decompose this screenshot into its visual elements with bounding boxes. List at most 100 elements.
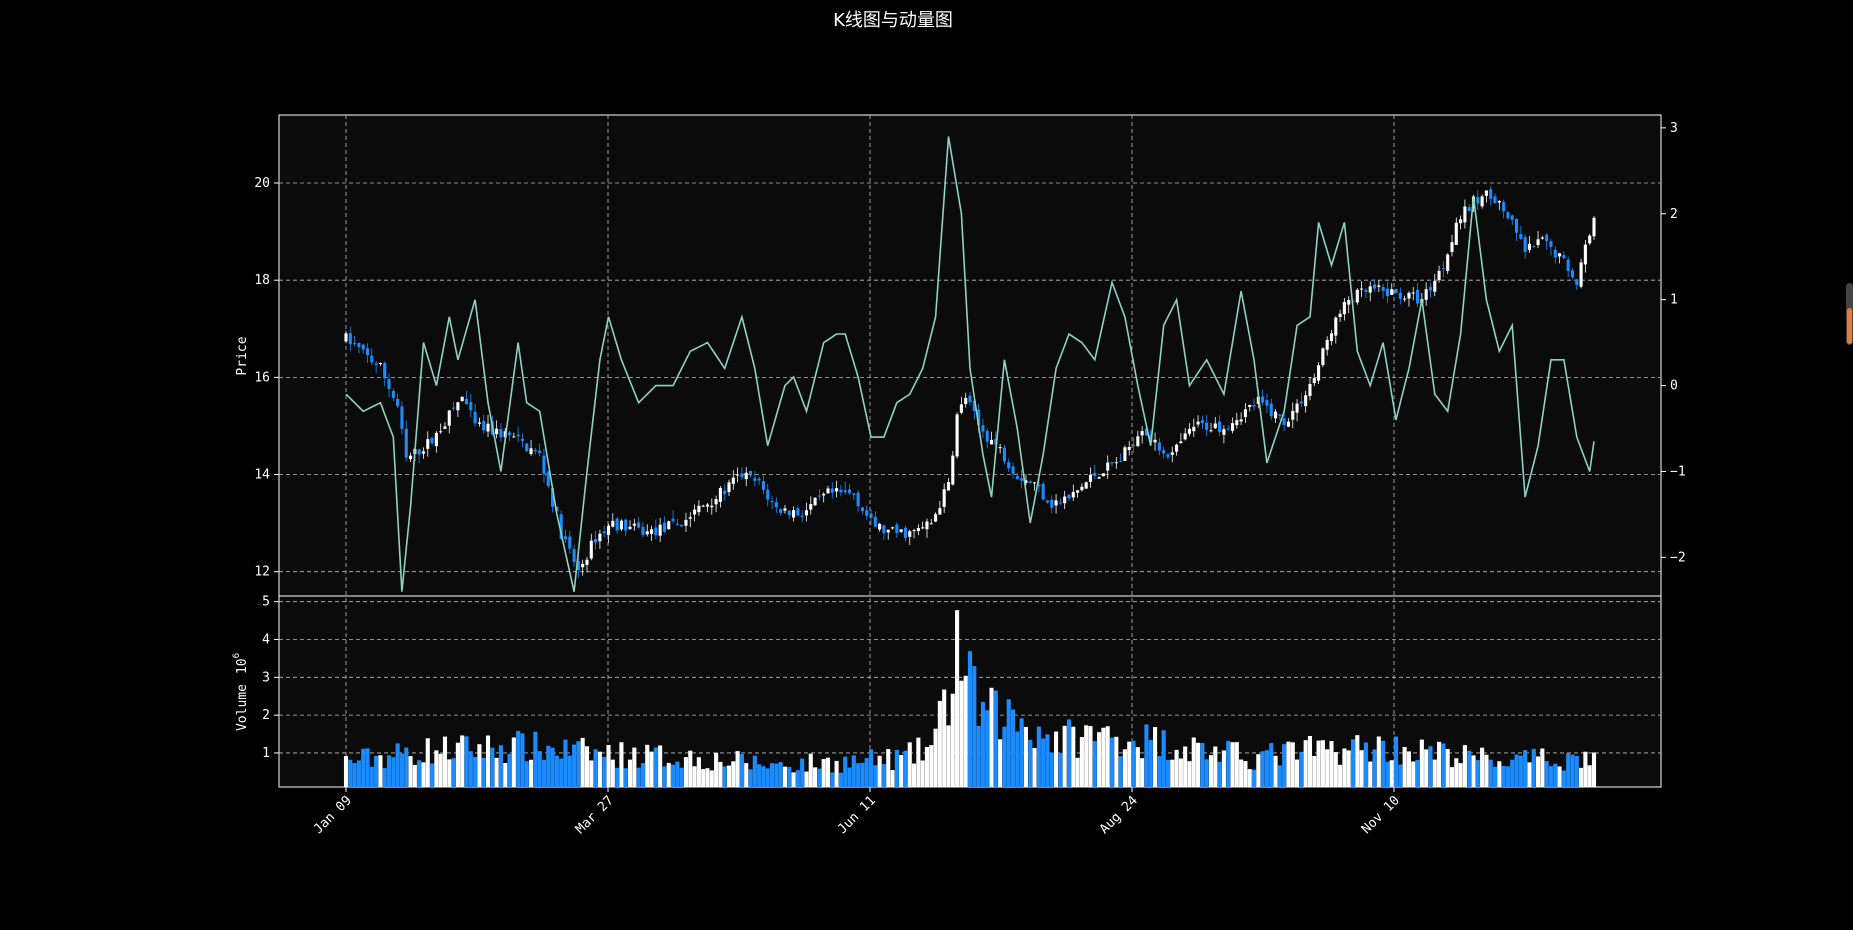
volume-bar [632, 747, 637, 787]
candle-body [1123, 447, 1127, 461]
candle-body [546, 471, 550, 487]
candle-body [426, 439, 430, 449]
candle-body [391, 390, 395, 398]
candle-body [1045, 500, 1050, 503]
candle-body [1157, 442, 1161, 451]
candle-body [667, 521, 671, 530]
candle-body [1372, 284, 1377, 289]
volume-bar [365, 748, 370, 787]
volume-bar [1187, 761, 1192, 787]
candle-body [714, 499, 718, 505]
candle-body [934, 514, 938, 522]
scrollbar-thumb[interactable] [1847, 308, 1852, 344]
volume-bar [528, 759, 534, 787]
candle-body [1243, 409, 1247, 417]
candle-body [645, 531, 649, 535]
volume-bar [434, 750, 439, 787]
candle-body [1588, 235, 1592, 244]
candle-body [374, 363, 378, 365]
candle-body [1248, 404, 1252, 407]
candle-body [1437, 270, 1441, 281]
volume-bar [791, 772, 796, 787]
candle-body [1286, 421, 1291, 427]
candle-body [439, 431, 443, 433]
volume-bar [950, 693, 955, 787]
candle-body [753, 478, 757, 481]
volume-bar [1312, 755, 1317, 787]
candle-body [662, 522, 667, 532]
volume-bar [714, 752, 719, 787]
candle-body [1484, 190, 1488, 196]
volume-bars [343, 610, 1597, 787]
candle-body [1338, 313, 1342, 318]
candle-body [598, 533, 602, 542]
candle-body [1278, 414, 1282, 416]
volume-bar [890, 770, 895, 787]
volume-bar [494, 757, 499, 787]
volume-bar [1174, 749, 1179, 787]
volume-bar [1264, 750, 1269, 787]
candle-body [770, 500, 774, 502]
volume-bar [1428, 746, 1433, 787]
candle-body [1562, 255, 1566, 259]
volume-bar [1359, 750, 1364, 787]
volume-bar [1084, 725, 1089, 787]
candle-body [873, 516, 877, 527]
volume-bar [924, 747, 930, 787]
volume-bar [567, 755, 572, 787]
candle-body [1398, 292, 1402, 299]
volume-bar [993, 690, 998, 787]
candle-body [353, 343, 357, 345]
candle-body [968, 395, 972, 403]
volume-bar [1325, 749, 1330, 787]
volume-bar [1049, 752, 1054, 787]
candle-body [951, 455, 955, 485]
momentum-tick-label: 2 [1670, 207, 1678, 222]
candle-body [421, 451, 426, 454]
candle-body [443, 426, 447, 429]
candle-body [361, 344, 365, 350]
volume-bar [1109, 737, 1115, 787]
volume-bar [1118, 756, 1123, 787]
volume-bar [856, 763, 861, 787]
volume-bar [1393, 736, 1399, 787]
candle-body [1553, 249, 1557, 258]
candle-body [344, 333, 348, 342]
x-tick-label: Mar 27 [573, 793, 617, 837]
candle-body [1054, 500, 1058, 506]
volume-bar [1488, 759, 1493, 787]
candle-body [761, 481, 765, 490]
candle-body [495, 428, 499, 435]
volume-bar [955, 610, 960, 787]
volume-bar [808, 753, 813, 787]
candle-body [1218, 421, 1222, 433]
volume-bar [1531, 748, 1536, 787]
momentum-tick-label: −1 [1670, 464, 1686, 479]
volume-bar [1475, 760, 1480, 787]
volume-bar [1054, 731, 1059, 787]
volume-bar [1553, 763, 1558, 787]
volume-bar [1514, 754, 1519, 787]
candle-body [989, 439, 994, 445]
candle-body [1493, 196, 1497, 204]
candle-body [434, 432, 438, 447]
volume-bar [559, 758, 564, 787]
volume-bar [1299, 751, 1304, 787]
candle-body [1024, 480, 1028, 483]
candle-body [396, 398, 400, 407]
candle-body [1252, 405, 1256, 407]
volume-bar [490, 747, 495, 787]
candle-body [1428, 287, 1433, 291]
candle-body [1028, 481, 1032, 484]
volume-bar [666, 762, 671, 787]
volume-bar [1217, 761, 1222, 787]
volume-bar [907, 742, 912, 787]
candle-body [792, 510, 796, 518]
volume-bar [881, 764, 886, 787]
candle-body [473, 411, 477, 424]
candle-body [1570, 270, 1575, 277]
candle-body [1463, 206, 1467, 223]
volume-bar [473, 757, 478, 787]
candle-body [1192, 426, 1196, 432]
